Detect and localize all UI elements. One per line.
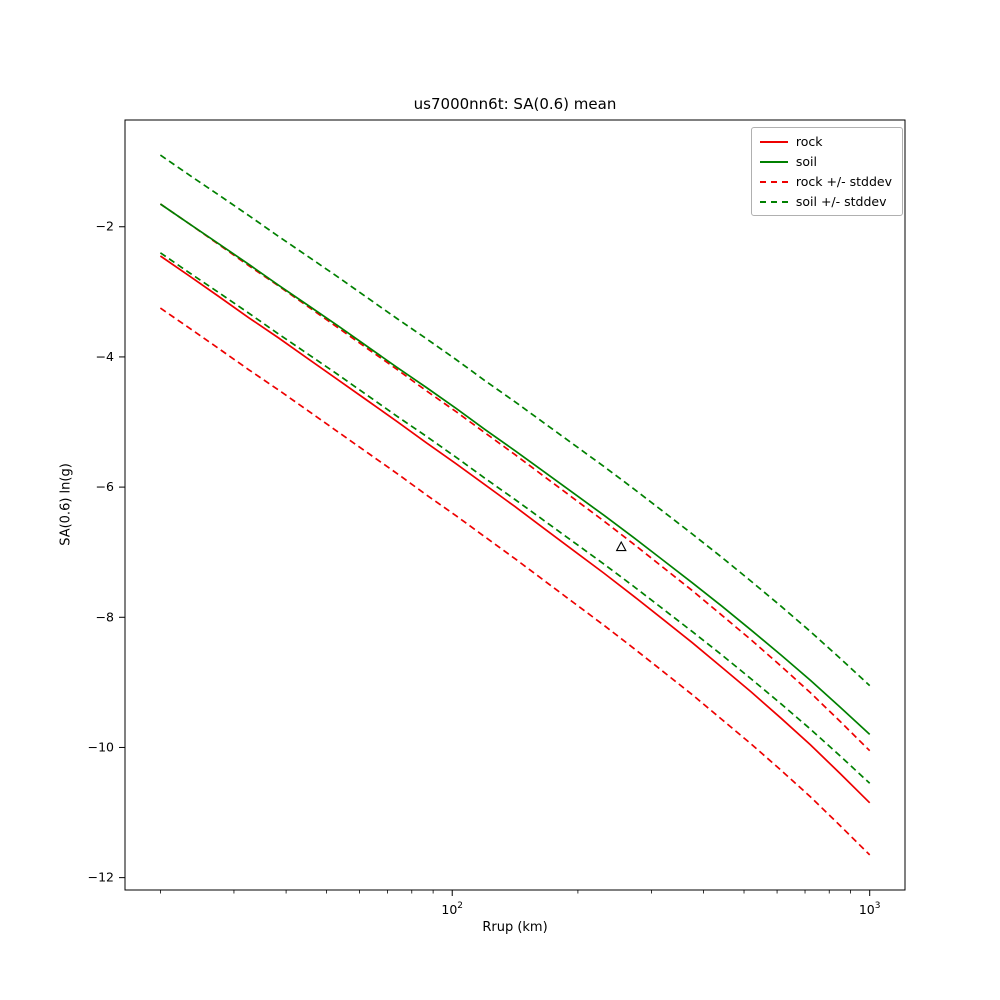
y-tick-label: −4 [96,349,114,364]
curve-soil-lower-stddev [159,252,871,784]
legend-label: rock +/- stddev [795,174,892,189]
plot-frame [124,119,906,891]
legend-line-sample [759,200,788,203]
y-tick-label: −6 [96,479,114,494]
station-marker-triangle [615,540,627,552]
curve-rock [159,255,871,804]
x-tick-label: 103 [859,901,881,917]
legend-line-sample [759,140,788,143]
curve-soil [159,203,871,736]
y-tick-label: −12 [88,870,114,885]
legend-label: soil +/- stddev [795,194,887,209]
legend-entry: rock [759,134,892,149]
legend-line-sample [759,160,788,163]
legend-entry: rock +/- stddev [759,174,892,189]
legend: rock soil rock +/- stddev soil +/- stddev [750,127,903,216]
x-axis-label: Rrup (km) [482,920,548,935]
legend-entry: soil [759,154,892,169]
legend-label: rock [795,134,823,149]
y-tick-label: −2 [96,219,114,234]
y-tick-label: −10 [88,739,114,754]
curve-rock-upper-stddev [159,203,871,752]
y-tick-label: −8 [96,609,114,624]
curve-soil-upper-stddev [159,154,871,687]
curve-rock-lower-stddev [159,307,871,856]
legend-label: soil [795,154,817,169]
legend-line-sample [759,180,788,183]
chart-title: us7000nn6t: SA(0.6) mean [413,95,617,113]
x-tick-label: 102 [441,901,463,917]
legend-entry: soil +/- stddev [759,194,892,209]
